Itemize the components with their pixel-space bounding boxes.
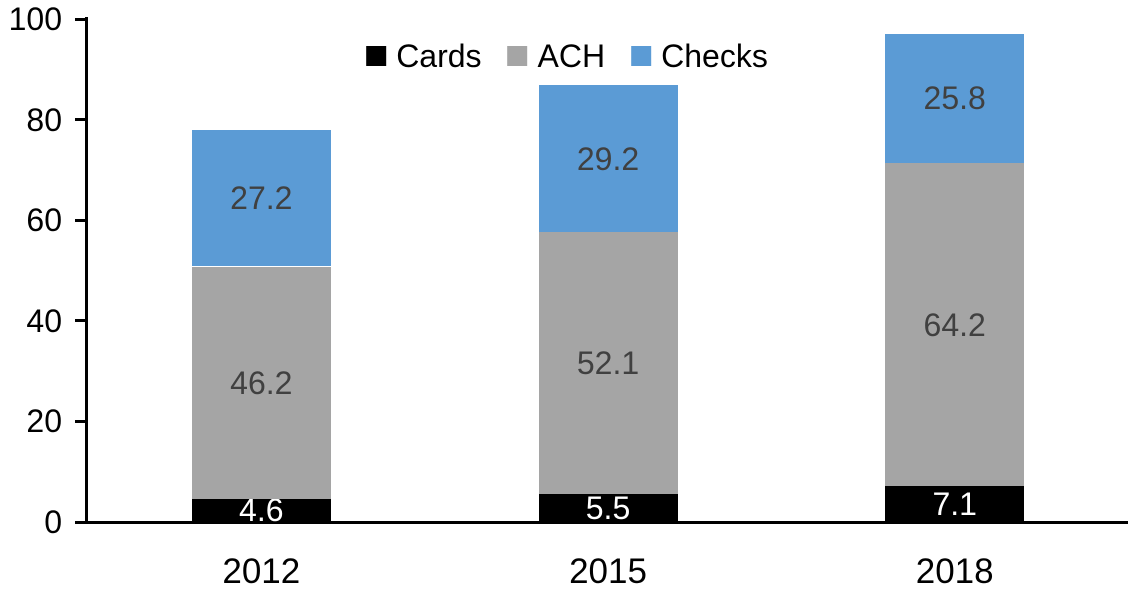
y-axis-line — [85, 17, 88, 524]
legend-swatch-ach-icon — [507, 46, 528, 66]
bar-segment-ach-2015: 52.1 — [538, 232, 678, 495]
legend-swatch-checks-icon — [631, 46, 652, 66]
data-label-checks-2018: 25.8 — [923, 80, 986, 117]
legend-label-ach: ACH — [537, 38, 606, 74]
y-axis-tick-label: 100 — [8, 1, 62, 37]
legend-swatch-cards-icon — [366, 46, 387, 66]
data-label-cards-2012: 4.6 — [239, 492, 284, 529]
x-axis-label-2018: 2018 — [915, 552, 994, 591]
bar-segment-checks-2018: 25.8 — [885, 33, 1025, 164]
data-label-ach-2012: 46.2 — [230, 364, 293, 401]
bar-segment-ach-2018: 64.2 — [885, 163, 1025, 487]
y-axis-tick-label: 80 — [26, 101, 62, 138]
legend-item-checks: Checks — [631, 40, 768, 72]
legend-label-cards: Cards — [396, 38, 482, 74]
legend-item-cards: Cards — [366, 38, 482, 74]
bar-segment-cards-2018: 7.1 — [885, 486, 1025, 523]
legend-label-checks: Checks — [661, 38, 768, 74]
y-axis-tick-label: 0 — [44, 504, 62, 540]
bar-segment-cards-2012: 4.6 — [191, 494, 331, 526]
y-axis-tick-label: 40 — [26, 302, 62, 339]
y-axis-tick — [75, 520, 85, 524]
y-axis-tick — [75, 419, 85, 423]
bar-segment-cards-2015: 5.5 — [538, 490, 678, 527]
y-axis-tick — [75, 118, 85, 122]
x-axis-label-2012: 2012 — [222, 552, 301, 591]
data-label-ach-2015: 52.1 — [576, 345, 640, 382]
legend-item-ach: ACH — [507, 38, 606, 74]
y-axis-tick-label: 20 — [26, 403, 62, 440]
data-label-cards-2015: 5.5 — [585, 490, 631, 527]
data-label-cards-2018: 7.1 — [932, 486, 977, 523]
y-axis-tick-label: 60 — [26, 202, 62, 239]
x-axis-label-2015: 2015 — [569, 552, 647, 591]
y-axis-tick — [75, 17, 85, 21]
data-label-checks-2015: 29.2 — [576, 140, 640, 177]
y-axis-tick — [75, 218, 85, 222]
bar-segment-ach-2012: 46.2 — [191, 266, 331, 499]
bar-segment-checks-2012: 27.2 — [191, 129, 331, 267]
x-axis-line — [85, 521, 1128, 524]
chart-legend: Cards ACH Checks — [366, 40, 768, 72]
bar-segment-checks-2015: 29.2 — [538, 85, 678, 233]
data-label-ach-2018: 64.2 — [923, 306, 986, 343]
y-axis-tick — [75, 319, 85, 323]
data-label-checks-2012: 27.2 — [230, 180, 293, 217]
